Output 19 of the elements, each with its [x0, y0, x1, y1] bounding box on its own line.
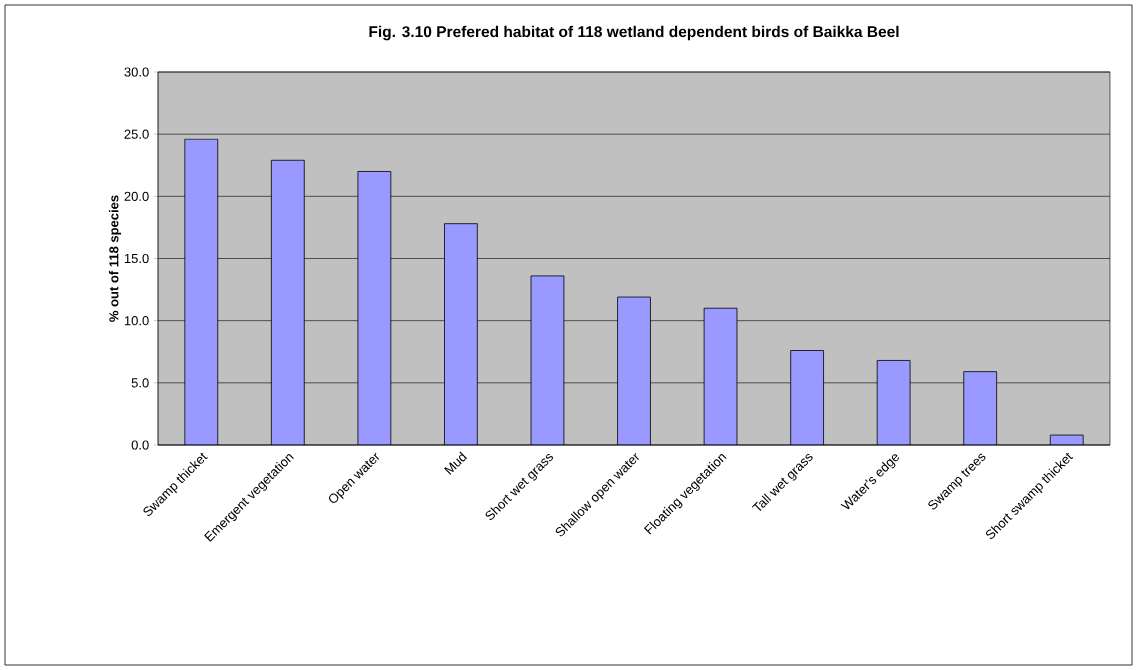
y-tick-label: 30.0	[124, 67, 149, 77]
chart-title: Fig. 3.10 Prefered habitat of 118 wetland dependent birds of Baikka Beel	[369, 25, 899, 41]
y-tick-label: 20.0	[124, 191, 149, 201]
bar	[876, 360, 911, 445]
bar	[184, 138, 219, 445]
bar	[703, 307, 738, 445]
bar	[444, 223, 478, 445]
y-tick-label: 15.0	[124, 253, 149, 264]
y-tick-label: 5.0	[131, 378, 149, 388]
y-axis-title: % out of 118 species	[108, 195, 122, 322]
bar	[530, 275, 565, 445]
y-tick-label: 10.0	[124, 316, 149, 326]
y-tick-label: 25.0	[124, 129, 149, 139]
y-tick-label: 0.0	[131, 440, 149, 450]
bar	[790, 350, 824, 445]
bar	[270, 159, 305, 445]
bar	[617, 296, 651, 445]
bar	[357, 171, 392, 445]
bar	[963, 371, 998, 445]
